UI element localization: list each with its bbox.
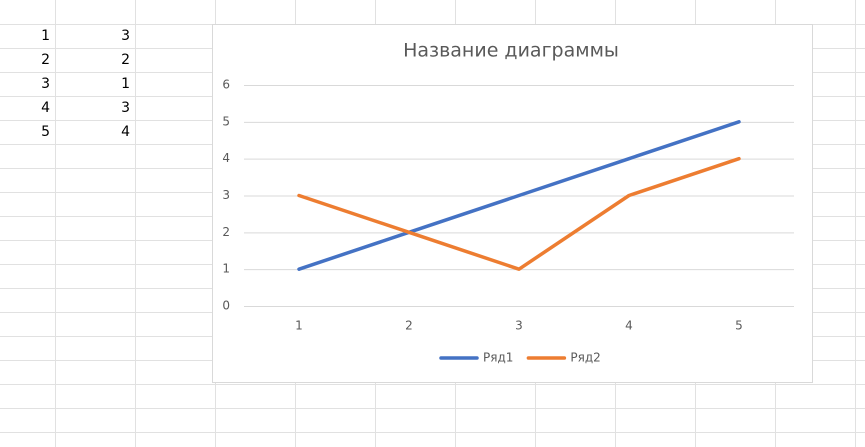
cell-value: 3 bbox=[121, 100, 130, 116]
cell-value: 5 bbox=[41, 124, 50, 140]
x-tick-label: 3 bbox=[515, 319, 523, 333]
chart-title: Название диаграммы bbox=[403, 40, 619, 62]
legend-label: Ряд2 bbox=[570, 351, 600, 365]
y-tick-label: 5 bbox=[222, 114, 230, 128]
y-tick-label: 2 bbox=[222, 225, 230, 239]
cell-value: 2 bbox=[41, 52, 50, 68]
cell-value: 1 bbox=[121, 76, 130, 92]
legend-label: Ряд1 bbox=[483, 351, 513, 365]
cell-value: 2 bbox=[121, 52, 130, 68]
chart-area[interactable] bbox=[212, 24, 813, 383]
y-tick-label: 6 bbox=[222, 78, 230, 92]
y-tick-label: 0 bbox=[222, 299, 230, 313]
x-tick-label: 5 bbox=[735, 319, 743, 333]
cell-value: 4 bbox=[41, 100, 50, 116]
cell-value: 3 bbox=[41, 76, 50, 92]
y-tick-label: 4 bbox=[222, 151, 230, 165]
cell-value: 1 bbox=[41, 28, 50, 44]
cell-value: 4 bbox=[121, 124, 130, 140]
x-tick-label: 1 bbox=[295, 319, 303, 333]
x-tick-label: 4 bbox=[625, 319, 633, 333]
y-tick-label: 3 bbox=[222, 188, 230, 202]
x-tick-label: 2 bbox=[405, 319, 413, 333]
series-line bbox=[297, 120, 741, 271]
y-tick-label: 1 bbox=[222, 262, 230, 276]
series-line bbox=[297, 156, 741, 271]
cell-value: 3 bbox=[121, 28, 130, 44]
